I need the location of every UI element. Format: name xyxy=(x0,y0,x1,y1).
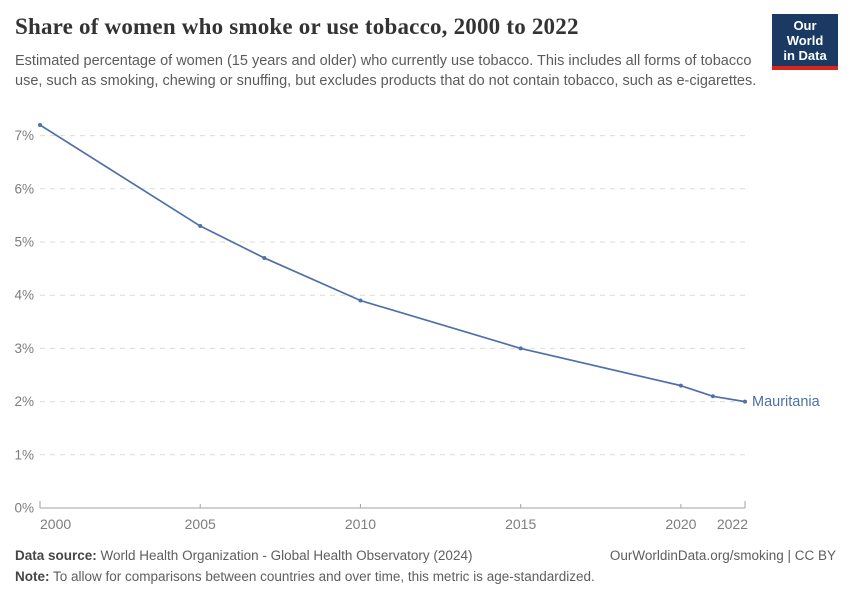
x-tick-label: 2022 xyxy=(717,516,748,532)
license-link[interactable]: OurWorldinData.org/smoking | CC BY xyxy=(609,548,836,563)
x-tick-label: 2015 xyxy=(505,516,536,532)
y-tick-label: 2% xyxy=(14,394,34,409)
data-point[interactable] xyxy=(38,122,42,127)
page-title: Share of women who smoke or use tobacco,… xyxy=(15,14,579,39)
data-point[interactable] xyxy=(678,383,683,388)
data-source: Data source: World Health Organization -… xyxy=(15,548,472,564)
footer-source-row: Data source: World Health Organization -… xyxy=(15,548,836,564)
data-point[interactable] xyxy=(743,399,747,404)
x-tick-label: 2000 xyxy=(40,516,71,532)
y-tick-label: 7% xyxy=(14,128,34,143)
y-tick-label: 6% xyxy=(14,181,34,196)
series-label[interactable]: Mauritania xyxy=(752,394,821,410)
owid-logo-line2: in Data xyxy=(783,48,827,63)
data-point[interactable] xyxy=(710,394,715,399)
data-point[interactable] xyxy=(518,346,523,351)
line-chart: 0% 1% 2% 3% 4% 5% 6% 7% 2000 2005 2010 2015 2020 2022… xyxy=(0,115,850,535)
y-tick-label: 4% xyxy=(14,288,34,303)
footer-note-row: Note: To allow for comparisons between c… xyxy=(15,569,595,585)
owid-logo-line1: Our World xyxy=(786,18,824,48)
y-tick-label: 0% xyxy=(14,501,34,516)
x-tick-label: 2005 xyxy=(185,516,216,532)
chart-subtitle: Estimated percentage of women (15 years … xyxy=(15,53,757,89)
data-source-text: World Health Organization - Global Healt… xyxy=(96,548,473,563)
y-tick-label: 3% xyxy=(14,341,34,356)
y-tick-label: 1% xyxy=(14,447,34,462)
data-point[interactable] xyxy=(262,255,267,260)
data-point[interactable] xyxy=(198,224,203,229)
data-source-label: Data source: xyxy=(15,548,97,563)
chart-canvas: 0% 1% 2% 3% 4% 5% 6% 7% 2000 2005 2010 2015 2020 2022… xyxy=(14,122,821,532)
series-line[interactable] xyxy=(39,124,746,403)
series-mauritania[interactable]: Mauritania xyxy=(38,122,821,410)
owid-logo[interactable]: Our World in Data xyxy=(772,14,838,70)
data-point[interactable] xyxy=(358,298,363,303)
note-text: To allow for comparisons between countri… xyxy=(49,569,595,584)
y-tick-label: 5% xyxy=(14,235,34,250)
x-tick-label: 2010 xyxy=(345,516,376,532)
note-label: Note: xyxy=(15,569,50,584)
x-tick-label: 2020 xyxy=(665,516,696,532)
